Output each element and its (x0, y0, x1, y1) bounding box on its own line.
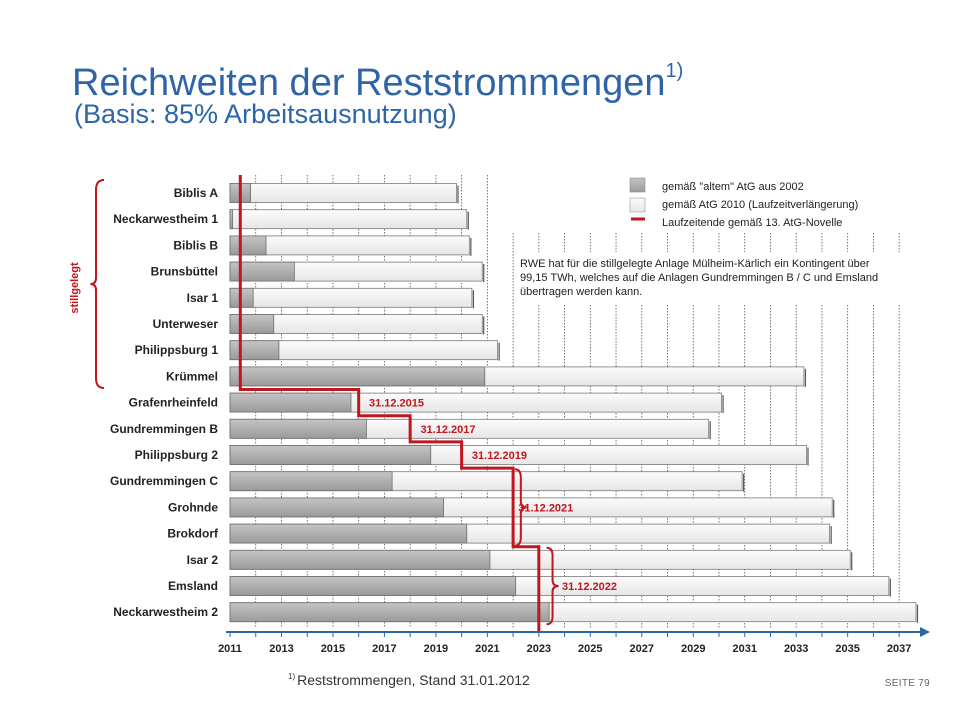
x-tick-label: 2023 (527, 643, 551, 655)
x-tick-label: 2031 (732, 643, 756, 655)
bar-old-law (229, 497, 445, 518)
category-label: Gundremmingen B (110, 422, 218, 436)
footnote-text: Reststrommengen, Stand 31.01.2012 (297, 672, 530, 688)
bar-old-law (229, 340, 280, 361)
x-tick-label: 2029 (681, 643, 705, 655)
category-label: Grafenrheinfeld (129, 396, 218, 410)
footnote: 1) Reststrommengen, Stand 31.01.2012 (288, 672, 530, 688)
x-tick-label: 2011 (218, 643, 242, 655)
bar-old-law (229, 261, 295, 282)
x-tick-label: 2021 (475, 643, 499, 655)
category-label: Brokdorf (167, 527, 219, 541)
bar-old-law (229, 366, 486, 387)
x-tick-label: 2027 (630, 643, 654, 655)
stillgelegt-label: stillgelegt (69, 262, 81, 314)
category-label: Isar 2 (187, 553, 219, 567)
category-label: Neckarwestheim 2 (113, 605, 218, 619)
category-label: Biblis A (174, 186, 219, 200)
brace-2021 (514, 468, 527, 547)
bar-old-law (229, 445, 432, 465)
shutdown-date-label: 31.12.2015 (369, 398, 424, 410)
bar-old-law (229, 418, 367, 439)
x-axis: 2011 2013 2015 2017 2019 2021 2023 2025 2027 2029… (218, 627, 930, 655)
category-label: Gundremmingen C (110, 474, 218, 488)
category-label: Philippsburg 2 (135, 448, 219, 462)
legend-new-label: gemäß AtG 2010 (Laufzeitverlängerung) (662, 199, 858, 211)
legend-old-swatch (629, 177, 646, 193)
title-footnote-mark: 1) (665, 60, 684, 82)
x-tick-label: 2025 (578, 643, 602, 655)
bar-new-law (229, 183, 457, 203)
category-label: Biblis B (173, 238, 218, 252)
category-labels: Biblis A Neckarwestheim 1 Biblis B Brunsbüt… (110, 186, 219, 619)
legend-new-swatch (629, 197, 646, 213)
mulheim-kaerlich-note: RWE hat für die stillgelegte Anlage Mülh… (520, 258, 879, 298)
x-tick-label: 2033 (784, 643, 808, 655)
bar-new-law (229, 287, 473, 308)
bars (229, 183, 919, 623)
shutdown-date-label: 31.12.2022 (562, 581, 617, 593)
shutdown-date-label: 31.12.2019 (472, 450, 527, 462)
legend: gemäß "altem" AtG aus 2002 gemäß AtG 201… (629, 177, 858, 229)
legend-old-label: gemäß "altem" AtG aus 2002 (662, 181, 804, 193)
x-tick-label: 2037 (887, 643, 911, 655)
bar-old-law (229, 523, 468, 544)
bar-old-law (229, 392, 352, 413)
bar-old-law (229, 602, 550, 623)
x-tick-label: 2013 (269, 643, 293, 655)
category-label: Emsland (168, 579, 218, 593)
page-subtitle: (Basis: 85% Arbeitsausnutzung) (74, 99, 457, 129)
note-background (515, 252, 900, 304)
x-tick-label: 2019 (424, 643, 448, 655)
legend-end-label: Laufzeitende gemäß 13. AtG-Novelle (662, 217, 842, 229)
category-label: Isar 1 (187, 291, 219, 305)
bar-old-law (229, 576, 517, 596)
shutdown-date-label: 31.12.2017 (420, 424, 475, 436)
page-title: Reichweiten der Reststrommengen1) (72, 50, 683, 104)
bar-new-law (229, 209, 468, 230)
category-label: Krümmel (166, 369, 218, 383)
shutdown-step-line: 31.12.2015 31.12.2017 31.12.2019 31.12.2021… (238, 175, 617, 632)
category-label: Neckarwestheim 1 (113, 212, 218, 226)
bar-old-law (229, 314, 275, 334)
category-label: Brunsbüttel (151, 265, 218, 279)
page-number: SEITE 79 (884, 678, 930, 689)
x-axis-arrow (920, 627, 930, 637)
x-tick-label: 2017 (372, 643, 396, 655)
category-label: Philippsburg 1 (135, 343, 219, 357)
bar-old-law (229, 235, 267, 256)
shutdown-date-label: 31.12.2021 (518, 502, 573, 514)
category-label: Grohnde (168, 500, 218, 514)
bar-old-law (229, 471, 393, 492)
bar-old-law (229, 549, 491, 570)
shutdown-line (238, 175, 541, 632)
bar-old-law (229, 209, 233, 230)
stillgelegt-brace (90, 179, 105, 389)
title-text: Reichweiten der Reststrommengen (72, 62, 666, 104)
x-tick-label: 2015 (321, 643, 345, 655)
footnote-mark: 1) (288, 672, 296, 681)
x-tick-label: 2035 (835, 643, 859, 655)
category-label: Unterweser (153, 317, 219, 331)
